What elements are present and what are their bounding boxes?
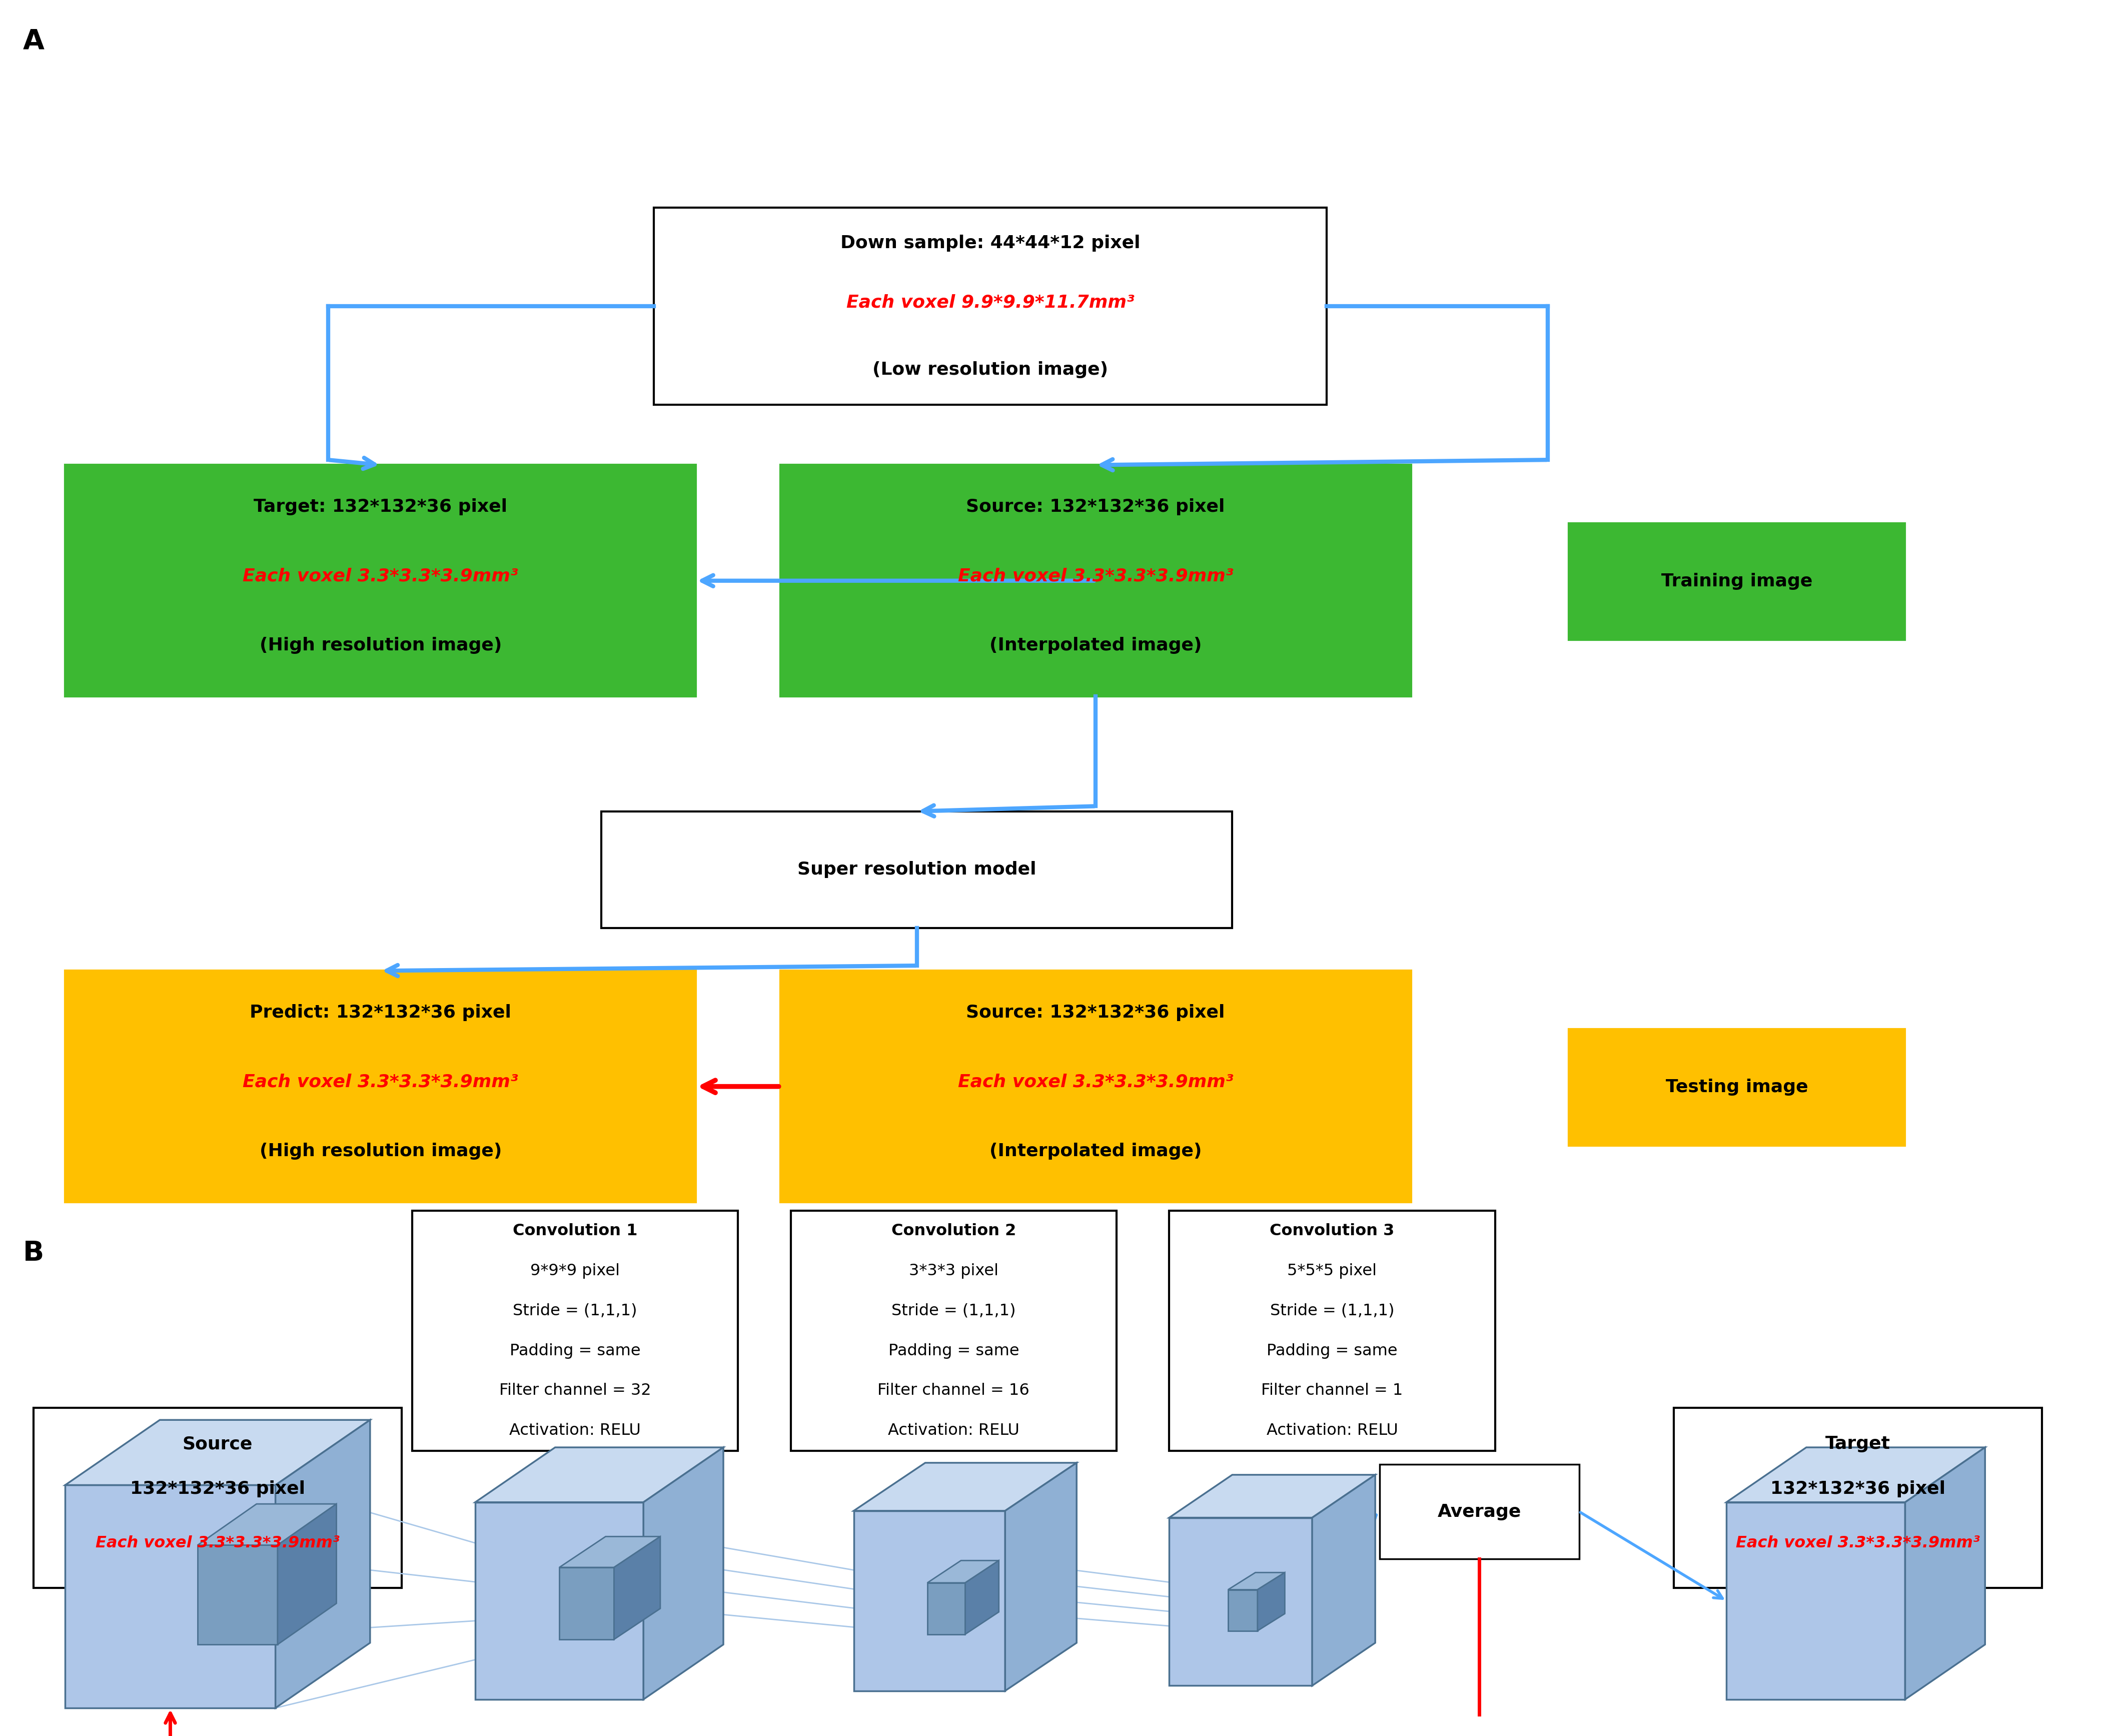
Polygon shape [1313,1476,1376,1686]
Text: 9*9*9 pixel: 9*9*9 pixel [531,1264,619,1278]
Text: Each voxel 3.3*3.3*3.9mm³: Each voxel 3.3*3.3*3.9mm³ [1736,1535,1981,1550]
Polygon shape [278,1503,337,1644]
Text: Padding = same: Padding = same [510,1344,641,1359]
Text: Each voxel 3.3*3.3*3.9mm³: Each voxel 3.3*3.3*3.9mm³ [95,1535,339,1550]
Text: 132*132*36 pixel: 132*132*36 pixel [1770,1481,1945,1498]
Text: Activation: RELU: Activation: RELU [1266,1424,1397,1439]
FancyBboxPatch shape [600,811,1233,927]
Text: (High resolution image): (High resolution image) [259,1142,501,1160]
Text: Stride = (1,1,1): Stride = (1,1,1) [512,1304,636,1319]
Polygon shape [853,1463,1077,1510]
Text: Super resolution model: Super resolution model [796,861,1037,878]
Text: 5*5*5 pixel: 5*5*5 pixel [1287,1264,1376,1278]
Polygon shape [476,1448,723,1502]
Text: Convolution 1: Convolution 1 [512,1224,638,1238]
FancyBboxPatch shape [1673,1408,2042,1588]
Polygon shape [558,1568,613,1639]
Text: Training image: Training image [1660,573,1812,590]
Text: Source: 132*132*36 pixel: Source: 132*132*36 pixel [967,1003,1224,1021]
Text: (Low resolution image): (Low resolution image) [872,361,1108,378]
Text: Each voxel 3.3*3.3*3.9mm³: Each voxel 3.3*3.3*3.9mm³ [242,1073,518,1090]
Polygon shape [965,1561,999,1634]
Text: Padding = same: Padding = same [1266,1344,1397,1359]
FancyBboxPatch shape [780,465,1412,696]
Polygon shape [1169,1476,1376,1517]
Text: Convolution 2: Convolution 2 [891,1224,1016,1238]
Text: Target: Target [1825,1436,1890,1453]
Polygon shape [198,1545,278,1644]
FancyBboxPatch shape [1570,1029,1905,1146]
Text: Source: Source [183,1436,253,1453]
Text: B: B [23,1240,44,1267]
Text: Filter channel = 16: Filter channel = 16 [879,1384,1030,1399]
Text: 132*132*36 pixel: 132*132*36 pixel [131,1481,306,1498]
Text: Stride = (1,1,1): Stride = (1,1,1) [1271,1304,1395,1319]
Text: Filter channel = 32: Filter channel = 32 [499,1384,651,1399]
Text: Activation: RELU: Activation: RELU [510,1424,641,1439]
FancyBboxPatch shape [780,970,1412,1203]
Polygon shape [613,1536,659,1639]
Text: Testing image: Testing image [1667,1078,1808,1095]
Text: (High resolution image): (High resolution image) [259,637,501,654]
Text: Target: 132*132*36 pixel: Target: 132*132*36 pixel [253,498,508,516]
Text: Average: Average [1437,1503,1521,1521]
Text: (Interpolated image): (Interpolated image) [990,637,1201,654]
Polygon shape [927,1583,965,1634]
Text: A: A [23,28,44,56]
FancyBboxPatch shape [1169,1210,1496,1451]
Text: Each voxel 9.9*9.9*11.7mm³: Each voxel 9.9*9.9*11.7mm³ [847,293,1134,311]
Polygon shape [1228,1573,1285,1590]
Polygon shape [276,1420,371,1708]
Polygon shape [1169,1517,1313,1686]
Text: Activation: RELU: Activation: RELU [887,1424,1020,1439]
Text: Stride = (1,1,1): Stride = (1,1,1) [891,1304,1016,1319]
FancyBboxPatch shape [34,1408,402,1588]
Text: (Interpolated image): (Interpolated image) [990,1142,1201,1160]
Polygon shape [853,1510,1005,1691]
Polygon shape [1228,1590,1258,1630]
FancyBboxPatch shape [1570,523,1905,641]
Polygon shape [643,1448,723,1700]
Text: 3*3*3 pixel: 3*3*3 pixel [908,1264,999,1278]
Polygon shape [1726,1502,1905,1700]
Text: Filter channel = 1: Filter channel = 1 [1262,1384,1403,1399]
Polygon shape [198,1503,337,1545]
Text: Predict: 132*132*36 pixel: Predict: 132*132*36 pixel [251,1003,512,1021]
Polygon shape [65,1420,371,1484]
Text: Padding = same: Padding = same [889,1344,1020,1359]
Text: Each voxel 3.3*3.3*3.9mm³: Each voxel 3.3*3.3*3.9mm³ [242,568,518,585]
Text: Convolution 3: Convolution 3 [1271,1224,1395,1238]
Polygon shape [1905,1448,1985,1700]
Polygon shape [476,1502,643,1700]
FancyBboxPatch shape [65,970,695,1203]
FancyBboxPatch shape [65,465,695,696]
Text: Each voxel 3.3*3.3*3.9mm³: Each voxel 3.3*3.3*3.9mm³ [959,1073,1233,1090]
Polygon shape [1005,1463,1077,1691]
FancyBboxPatch shape [653,208,1327,404]
FancyBboxPatch shape [413,1210,737,1451]
FancyBboxPatch shape [790,1210,1117,1451]
Polygon shape [1258,1573,1285,1630]
FancyBboxPatch shape [1380,1465,1580,1559]
Polygon shape [927,1561,999,1583]
Text: Source: 132*132*36 pixel: Source: 132*132*36 pixel [967,498,1224,516]
Polygon shape [1726,1448,1985,1502]
Text: Down sample: 44*44*12 pixel: Down sample: 44*44*12 pixel [841,234,1140,252]
Polygon shape [65,1484,276,1708]
Polygon shape [558,1536,659,1568]
Text: Each voxel 3.3*3.3*3.9mm³: Each voxel 3.3*3.3*3.9mm³ [959,568,1233,585]
